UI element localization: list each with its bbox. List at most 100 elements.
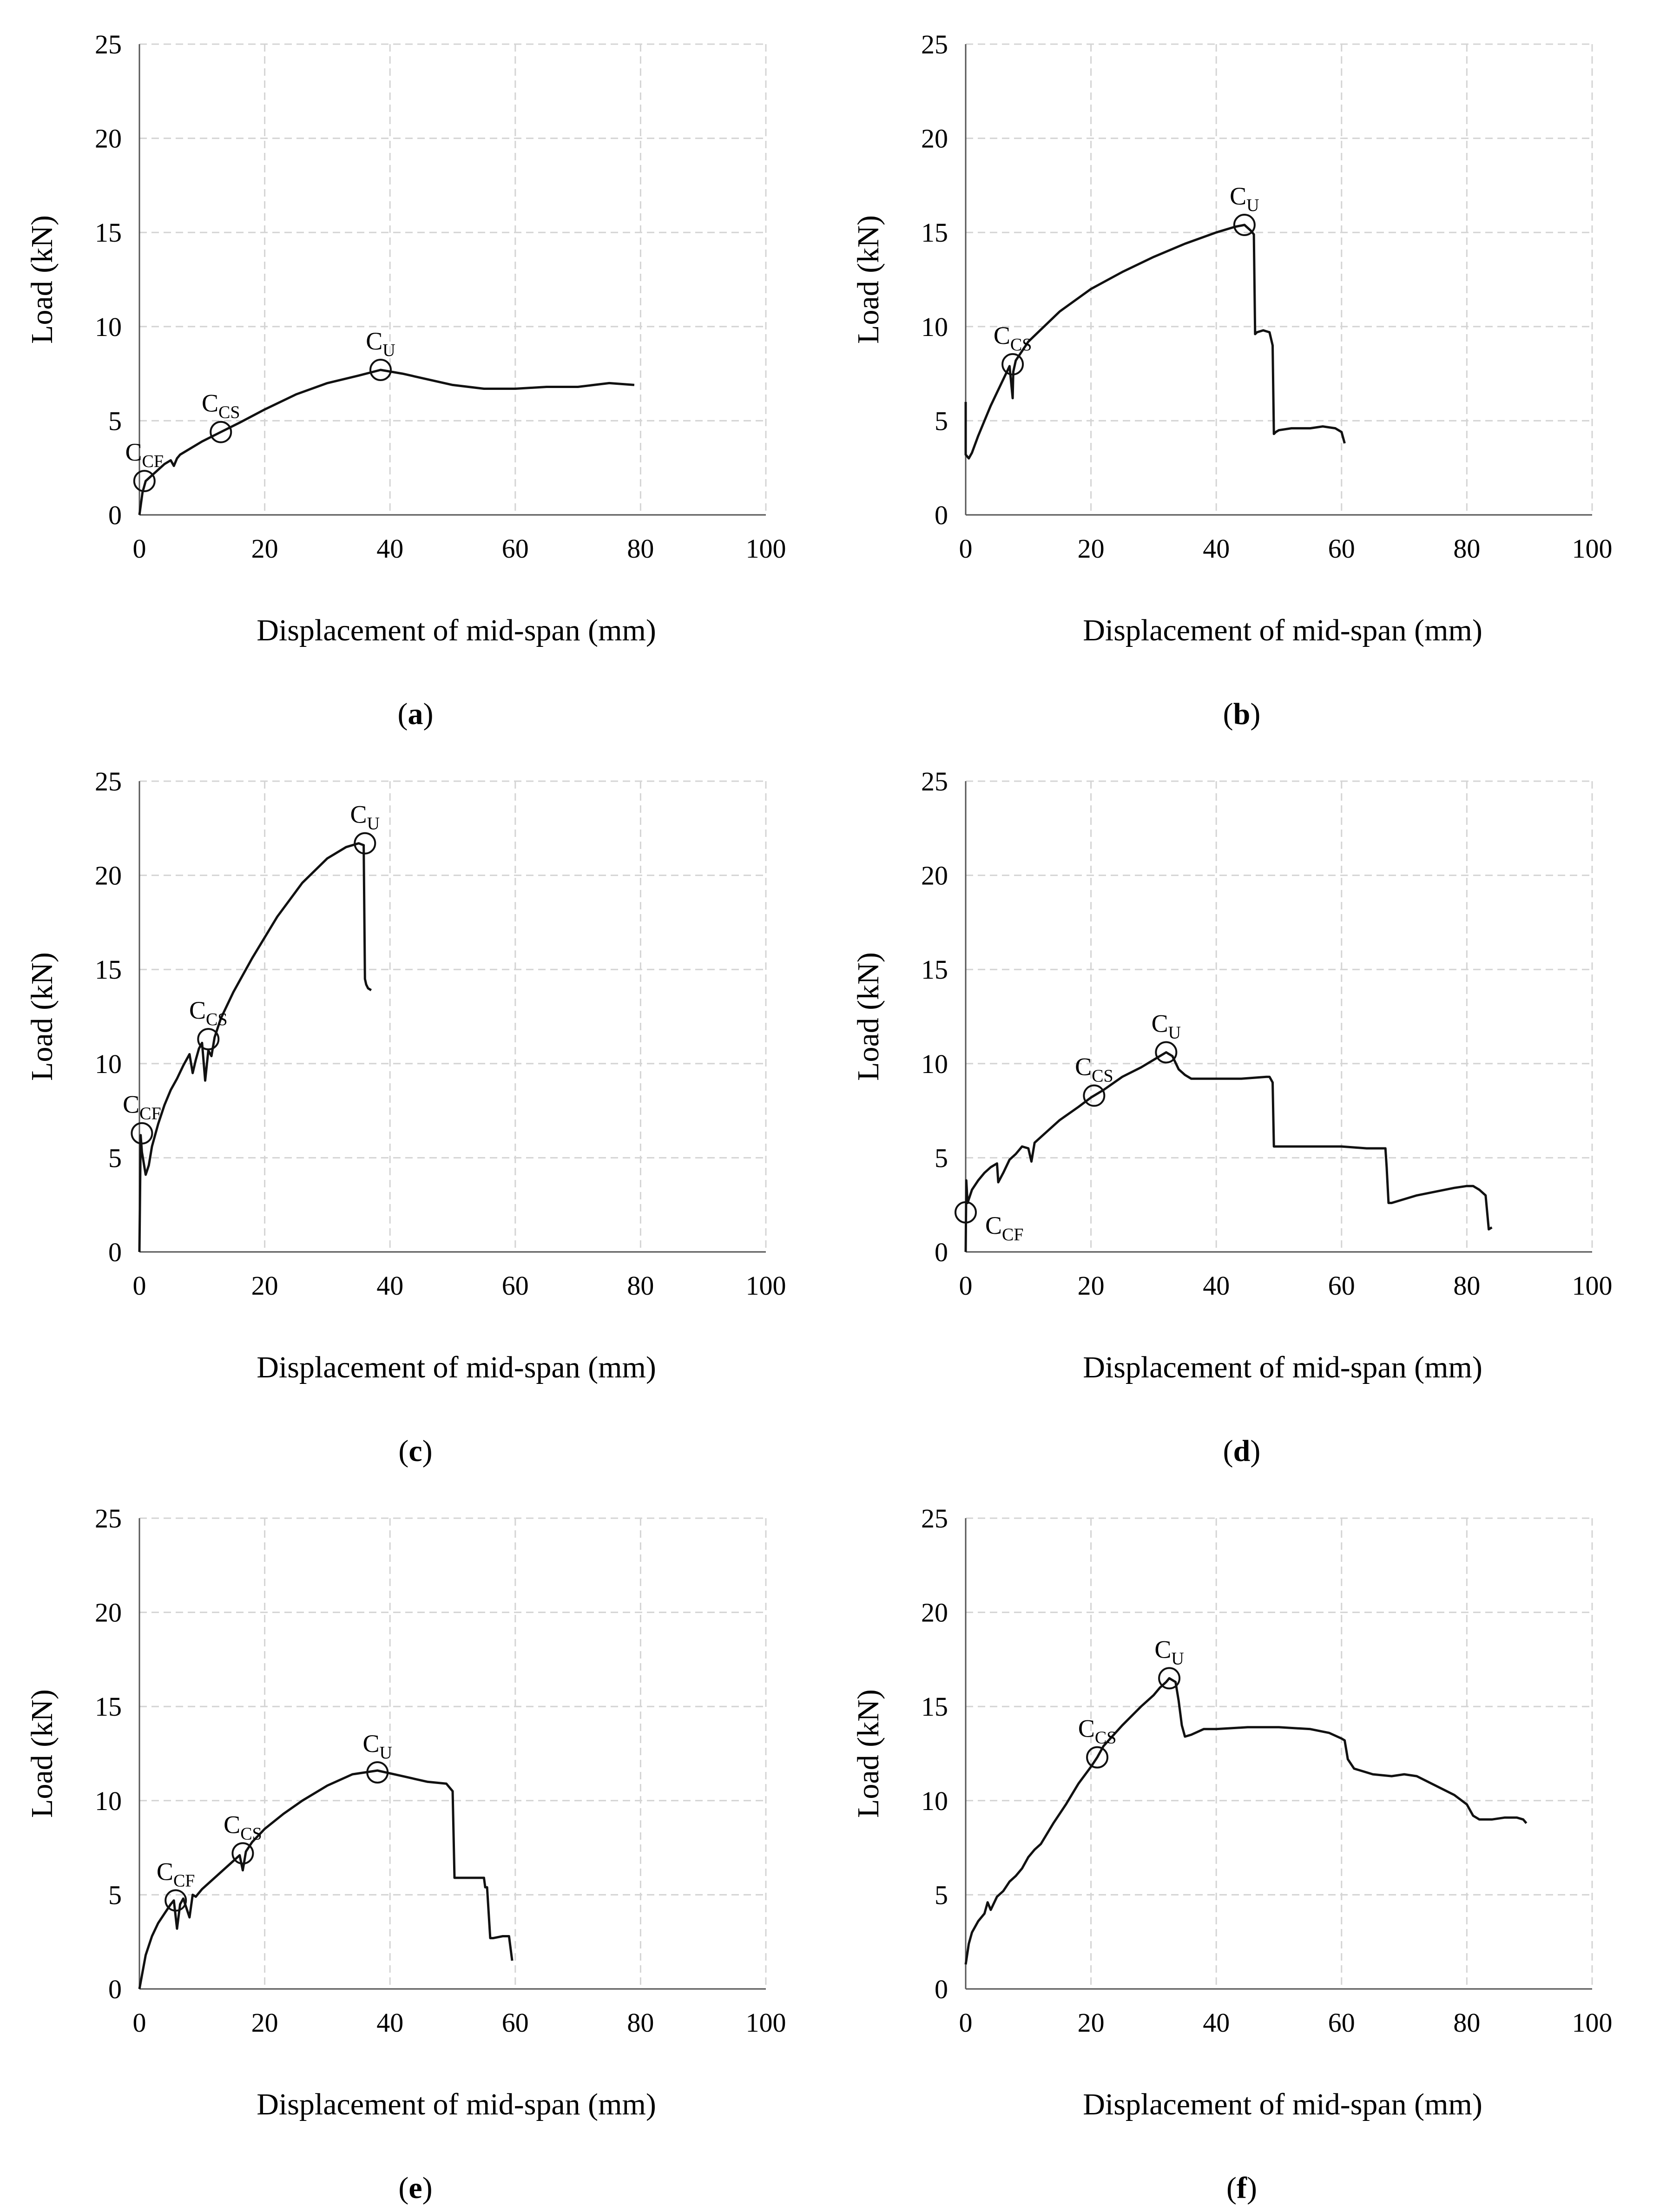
point-marker-ccf (955, 1201, 977, 1224)
point-label-main: C (1152, 1009, 1168, 1037)
point-label-ccs: CCS (994, 322, 1032, 355)
x-tick-label: 40 (1203, 1271, 1230, 1301)
x-tick-label: 80 (1453, 1271, 1480, 1301)
point-label-cu: CU (1230, 182, 1259, 215)
y-tick-label: 15 (921, 217, 948, 248)
y-tick-label: 25 (95, 766, 122, 797)
point-label-cu: CU (1154, 1635, 1184, 1668)
point-label-main: C (366, 327, 382, 355)
point-label-main: C (350, 801, 367, 829)
point-label-main: C (189, 996, 206, 1024)
point-label-main: C (1230, 182, 1246, 210)
x-tick-label: 20 (1078, 1271, 1105, 1301)
point-marker-cu (1158, 1667, 1181, 1690)
y-tick-label: 10 (95, 1049, 122, 1079)
y-tick-label: 0 (108, 1974, 122, 2004)
subfigure-label: (a) (398, 697, 434, 731)
point-label-cu: CU (366, 327, 395, 360)
subfigure-letter: a (408, 697, 423, 731)
x-tick-label: 20 (251, 2008, 278, 2038)
point-label-subscript: CF (1002, 1225, 1023, 1244)
point-label-cu: CU (1152, 1009, 1181, 1042)
point-label-ccs: CCS (224, 1810, 262, 1843)
point-label-subscript: CS (1092, 1066, 1113, 1086)
y-axis-title: Load (kN) (851, 1689, 885, 1818)
y-tick-label: 10 (921, 1049, 948, 1079)
point-marker-cu (366, 1761, 389, 1784)
y-tick-label: 5 (108, 1880, 122, 1910)
point-label-subscript: CS (218, 403, 240, 422)
point-label-main: C (224, 1810, 240, 1838)
point-label-main: C (1078, 1715, 1095, 1743)
point-label-main: C (994, 322, 1010, 349)
point-label-main: C (1075, 1053, 1092, 1081)
y-tick-label: 5 (108, 1143, 122, 1173)
point-label-ccf: CCF (123, 1091, 161, 1124)
point-label-subscript: CS (206, 1010, 227, 1029)
point-label-ccs: CCS (1078, 1715, 1117, 1748)
x-tick-label: 60 (502, 1271, 529, 1301)
x-tick-label: 100 (1572, 1271, 1613, 1301)
chart-svg-d: 0 5 10 15 20 25 0 20 40 60 80 100 Displacement of mi… (851, 766, 1613, 1468)
chart-panel-f: 0 5 10 15 20 25 0 20 40 60 80 100 Displacement of mi… (826, 1474, 1653, 2211)
point-marker-cu (1233, 213, 1256, 236)
x-axis-title: Displacement of mid-span (mm) (1083, 1350, 1482, 1384)
point-label-cu: CU (350, 801, 380, 834)
point-marker-ccs (210, 421, 232, 443)
y-tick-label: 15 (95, 955, 122, 985)
subfigure-label: (c) (398, 1434, 432, 1468)
y-tick-label: 5 (935, 1143, 948, 1173)
point-marker-ccs (1086, 1746, 1109, 1769)
point-label-subscript: U (367, 814, 380, 834)
y-tick-label: 25 (95, 1503, 122, 1534)
series-line-load-displacement (964, 1677, 1528, 1965)
x-tick-label: 20 (1078, 533, 1105, 564)
x-tick-label: 60 (1328, 1271, 1355, 1301)
x-tick-label: 0 (133, 533, 146, 564)
point-label-main: C (157, 1858, 173, 1886)
x-tick-label: 80 (627, 1271, 654, 1301)
point-label-subscript: U (382, 341, 395, 360)
y-axis-title: Load (kN) (25, 215, 59, 344)
point-label-subscript: U (1171, 1649, 1184, 1668)
x-tick-label: 40 (376, 1271, 403, 1301)
y-axis-title: Load (kN) (25, 1689, 59, 1818)
x-tick-label: 0 (959, 533, 973, 564)
point-marker-ccs (231, 1842, 254, 1865)
y-tick-label: 10 (95, 312, 122, 342)
y-tick-label: 25 (95, 29, 122, 59)
y-axis-title: Load (kN) (851, 215, 885, 344)
point-marker-ccf (165, 1889, 187, 1912)
y-tick-label: 25 (921, 766, 948, 797)
y-tick-label: 20 (95, 1598, 122, 1628)
point-label-ccf: CCF (157, 1858, 195, 1891)
series-line-load-displacement (138, 369, 635, 515)
x-tick-label: 100 (1572, 2008, 1613, 2038)
point-label-subscript: CS (1010, 335, 1032, 355)
point-label-subscript: U (1168, 1023, 1181, 1042)
point-label-ccs: CCS (202, 389, 240, 422)
x-tick-label: 40 (376, 2008, 403, 2038)
x-tick-label: 20 (251, 533, 278, 564)
x-tick-label: 80 (1453, 533, 1480, 564)
chart-svg-c: 0 5 10 15 20 25 0 20 40 60 80 100 Displacement of mi… (25, 766, 786, 1468)
point-label-subscript: CS (1095, 1728, 1116, 1748)
y-tick-label: 0 (108, 1237, 122, 1267)
x-axis-title: Displacement of mid-span (mm) (1083, 2087, 1482, 2121)
point-label-subscript: CF (173, 1871, 195, 1891)
series-line-load-displacement (138, 842, 372, 1252)
point-marker-ccs (197, 1028, 220, 1051)
y-tick-label: 20 (95, 124, 122, 154)
x-tick-label: 80 (627, 533, 654, 564)
point-marker-ccs (1083, 1084, 1106, 1107)
chart-svg-f: 0 5 10 15 20 25 0 20 40 60 80 100 Displacement of mi… (851, 1503, 1613, 2205)
x-tick-label: 80 (1453, 2008, 1480, 2038)
point-label-subscript: CF (139, 1104, 161, 1124)
point-label-main: C (362, 1730, 379, 1758)
chart-panel-d: 0 5 10 15 20 25 0 20 40 60 80 100 Displacement of mi… (826, 737, 1653, 1474)
point-label-ccs: CCS (1075, 1053, 1113, 1086)
subfigure-letter: f (1237, 2171, 1247, 2205)
y-tick-label: 10 (95, 1786, 122, 1816)
x-axis-title: Displacement of mid-span (mm) (257, 1350, 656, 1384)
